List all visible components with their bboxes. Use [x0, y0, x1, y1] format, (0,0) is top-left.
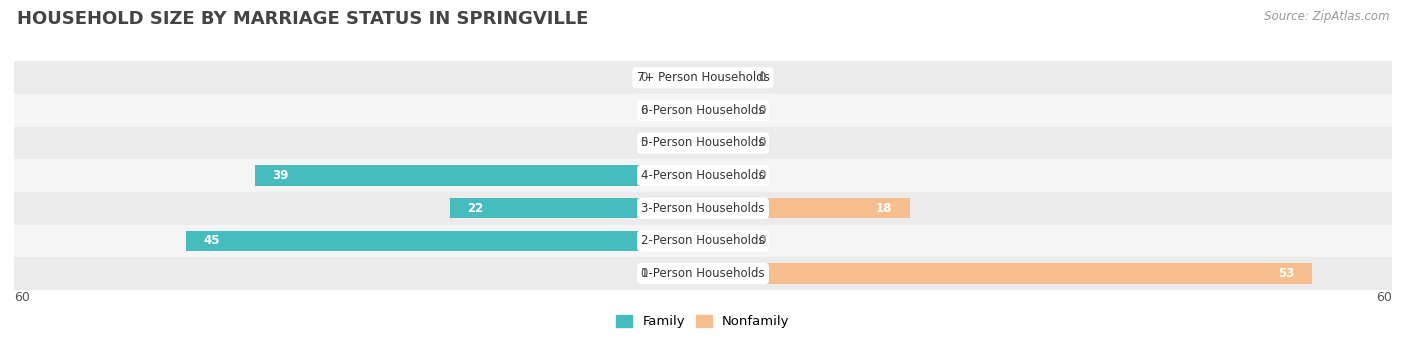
Text: 7+ Person Households: 7+ Person Households: [637, 71, 769, 84]
Text: 0: 0: [758, 136, 765, 149]
Text: 53: 53: [1278, 267, 1295, 280]
Legend: Family, Nonfamily: Family, Nonfamily: [612, 310, 794, 333]
Bar: [14, 192, 1392, 225]
Text: 1-Person Households: 1-Person Households: [641, 267, 765, 280]
Text: 0: 0: [641, 136, 648, 149]
Text: 0: 0: [758, 169, 765, 182]
Text: 3-Person Households: 3-Person Households: [641, 202, 765, 215]
Text: 18: 18: [876, 202, 893, 215]
Bar: [657, 100, 703, 120]
Text: 60: 60: [1376, 291, 1392, 303]
Bar: [657, 133, 703, 153]
Bar: [186, 231, 703, 251]
Bar: [703, 165, 749, 186]
Bar: [703, 68, 749, 88]
Bar: [703, 133, 749, 153]
Text: 45: 45: [204, 234, 219, 247]
Bar: [14, 94, 1392, 127]
Bar: [657, 263, 703, 284]
Bar: [14, 127, 1392, 159]
Text: 5-Person Households: 5-Person Households: [641, 136, 765, 149]
Text: 0: 0: [641, 104, 648, 117]
Text: HOUSEHOLD SIZE BY MARRIAGE STATUS IN SPRINGVILLE: HOUSEHOLD SIZE BY MARRIAGE STATUS IN SPR…: [17, 10, 588, 28]
Text: 2-Person Households: 2-Person Households: [641, 234, 765, 247]
Text: 0: 0: [641, 267, 648, 280]
Text: 0: 0: [758, 104, 765, 117]
Bar: [14, 159, 1392, 192]
Text: 0: 0: [758, 234, 765, 247]
Text: 39: 39: [273, 169, 288, 182]
Text: 4-Person Households: 4-Person Households: [641, 169, 765, 182]
Bar: [14, 257, 1392, 290]
Bar: [703, 100, 749, 120]
Bar: [256, 165, 703, 186]
Text: 22: 22: [468, 202, 484, 215]
Bar: [657, 68, 703, 88]
Bar: [450, 198, 703, 218]
Text: 0: 0: [758, 71, 765, 84]
Bar: [703, 231, 749, 251]
Text: 6-Person Households: 6-Person Households: [641, 104, 765, 117]
Bar: [703, 198, 910, 218]
Bar: [703, 263, 1312, 284]
Text: 0: 0: [641, 71, 648, 84]
Bar: [14, 61, 1392, 94]
Bar: [14, 225, 1392, 257]
Text: 60: 60: [14, 291, 30, 303]
Text: Source: ZipAtlas.com: Source: ZipAtlas.com: [1264, 10, 1389, 23]
